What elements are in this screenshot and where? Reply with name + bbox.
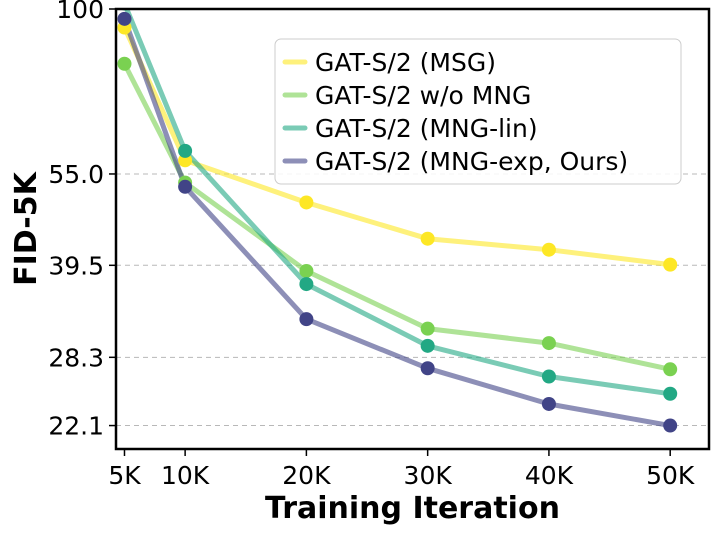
data-point [420,231,435,246]
legend: GAT-S/2 (MSG) GAT-S/2 w/o MNG GAT-S/2 (MNG… [274,38,682,185]
y-tick-label: 55.0 [48,160,104,189]
y-tick-label: 28.3 [48,343,104,372]
data-point [420,321,435,336]
data-point [663,362,678,377]
data-point [178,143,193,158]
x-ticks: 5K 10K 20K 30K 40K 50K [108,449,695,490]
x-tick-label: 20K [282,461,331,490]
data-point [117,56,132,71]
data-point [420,361,435,376]
data-point [299,263,314,278]
y-tick-label: 22.1 [48,412,104,441]
x-tick-label: 5K [108,461,141,490]
x-tick-label: 40K [525,461,574,490]
series-layer [117,9,678,433]
x-tick-label: 50K [646,461,695,490]
series-line [122,16,673,429]
data-point [541,336,556,351]
legend-label: GAT-S/2 (MNG-lin) [315,114,538,143]
y-tick-label: 39.5 [48,251,104,280]
data-point [663,386,678,401]
data-point [541,242,556,257]
data-point [299,195,314,210]
series-line [122,25,673,268]
y-tick-label: 100 [56,0,104,24]
data-point [178,179,193,194]
data-point [541,369,556,384]
series-line [124,9,673,397]
legend-label: GAT-S/2 (MNG-exp, Ours) [315,147,628,176]
y-axis-label: FID-5K [9,170,44,285]
x-tick-label: 10K [161,461,210,490]
legend-box [274,38,682,185]
x-tick-label: 30K [404,461,453,490]
data-point [117,11,132,26]
data-point [299,312,314,327]
data-point [663,418,678,433]
y-ticks: 100 55.0 39.5 28.3 22.1 [48,0,116,441]
data-point [420,338,435,353]
data-point [663,257,678,272]
data-point [541,396,556,411]
x-axis-label: Training Iteration [265,491,560,526]
data-point [299,277,314,292]
legend-label: GAT-S/2 w/o MNG [315,81,531,110]
legend-label: GAT-S/2 (MSG) [315,48,496,77]
plot-frame [114,7,711,451]
